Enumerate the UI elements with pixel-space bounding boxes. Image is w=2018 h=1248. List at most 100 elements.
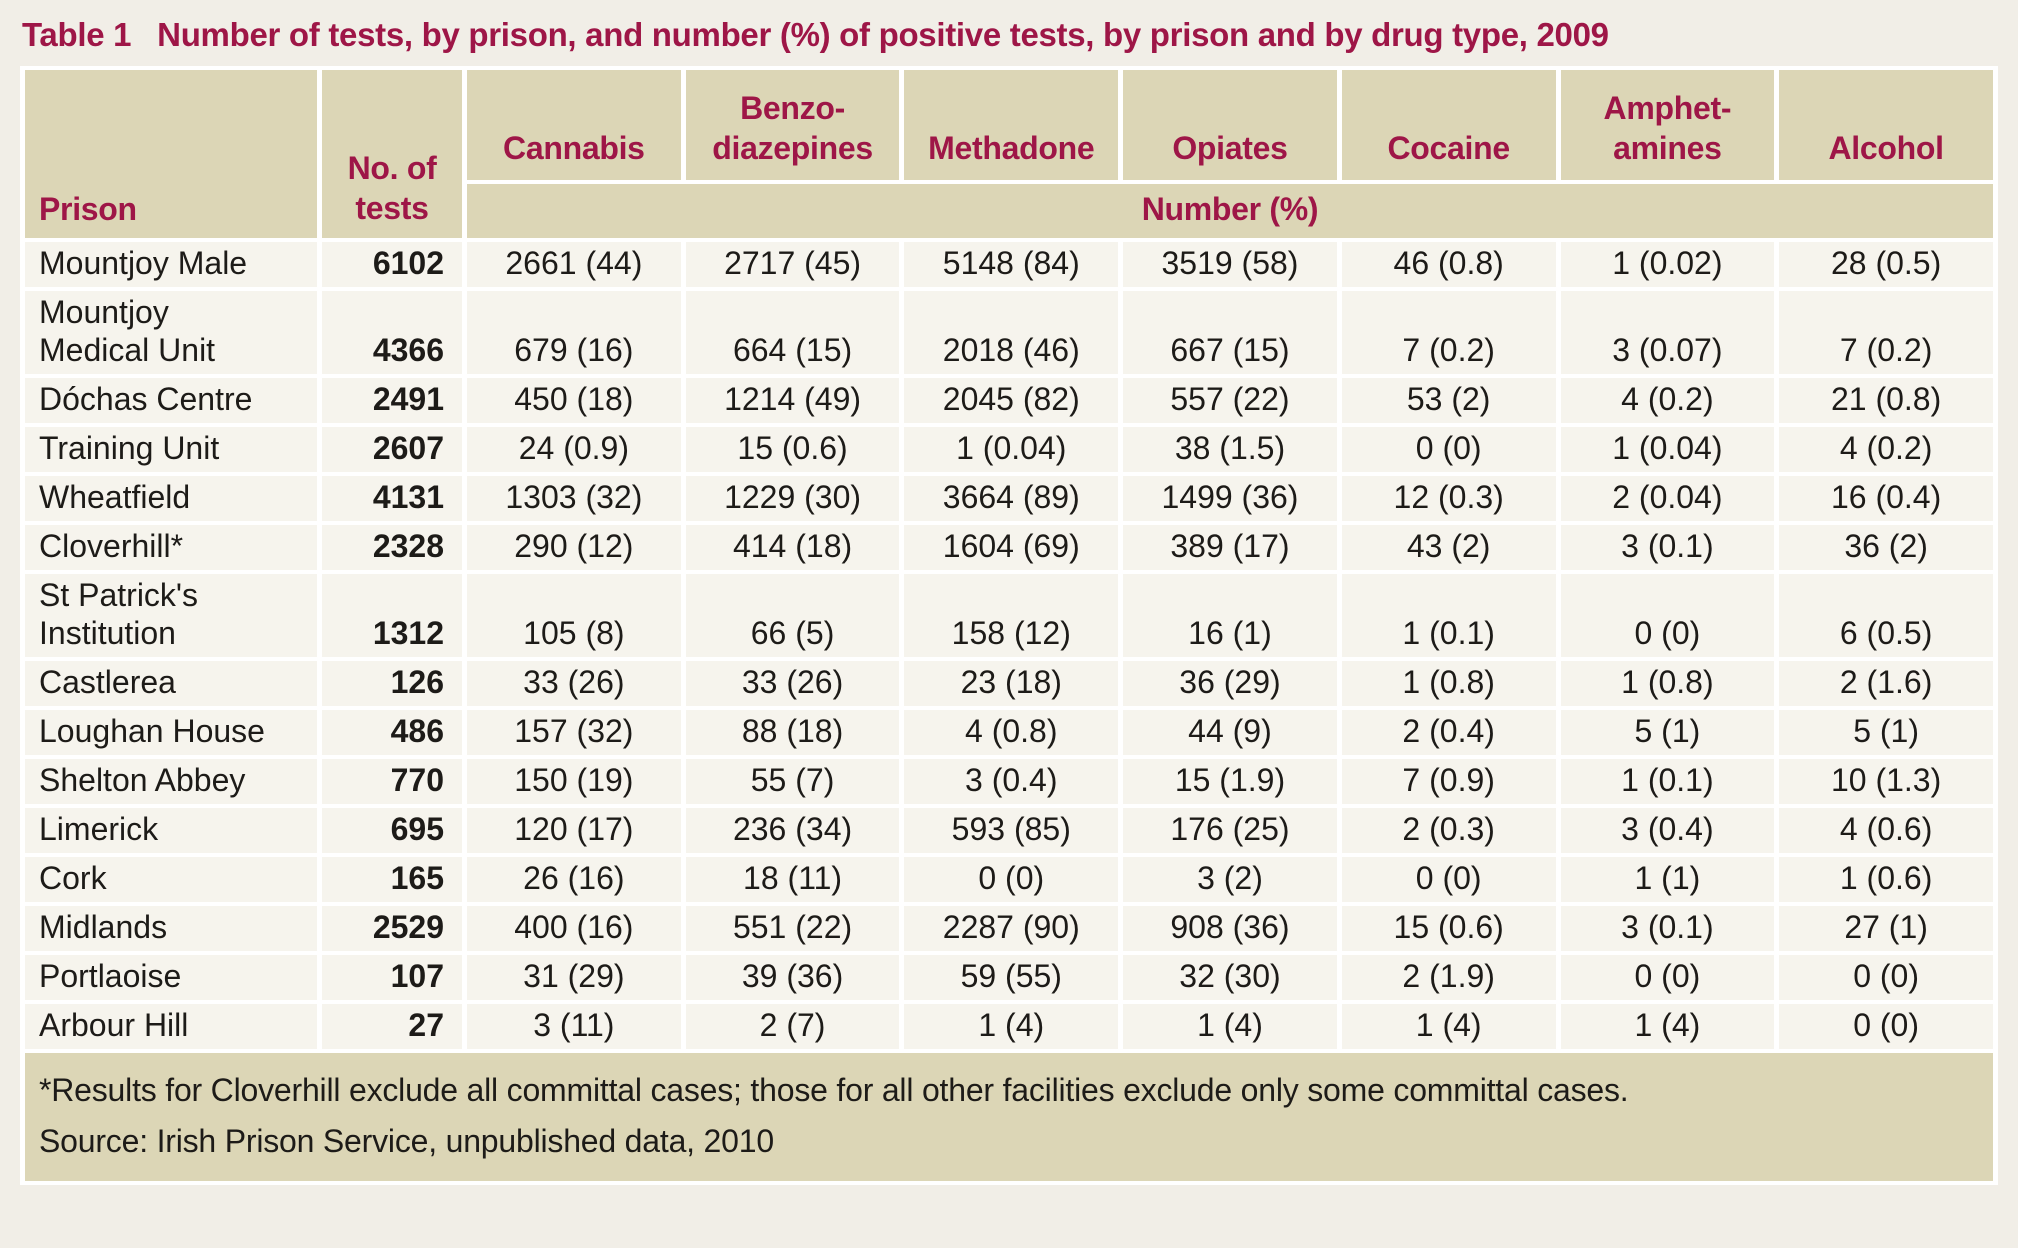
drug-value-cell: 53 (2): [1341, 378, 1556, 423]
drug-value-cell: 400 (16): [467, 906, 681, 951]
prison-name-cell: Wheatfield: [25, 476, 317, 521]
drug-value-cell: 21 (0.8): [1779, 378, 1993, 423]
table-body: Mountjoy Male 6102 2661 (44) 2717 (45) 5148 …: [25, 242, 1993, 1049]
column-header-methadone: Methadone: [904, 70, 1119, 180]
drug-value-cell: 3519 (58): [1123, 242, 1337, 287]
table-row: Wheatfield 4131 1303 (32) 1229 (30) 3664 (89…: [25, 476, 1993, 521]
drug-value-cell: 0 (0): [1560, 955, 1775, 1000]
drug-value-cell: 2287 (90): [904, 906, 1119, 951]
drug-value-cell: 10 (1.3): [1779, 759, 1993, 804]
tests-count-cell: 165: [322, 857, 462, 902]
drug-value-cell: 389 (17): [1123, 525, 1337, 570]
drug-value-cell: 32 (30): [1123, 955, 1337, 1000]
drug-value-cell: 2 (0.4): [1341, 710, 1556, 755]
drug-value-cell: 38 (1.5): [1123, 427, 1337, 472]
drug-value-cell: 1 (0.1): [1560, 759, 1775, 804]
tests-count-cell: 2529: [322, 906, 462, 951]
drug-value-cell: 3664 (89): [904, 476, 1119, 521]
prison-name-cell: Dóchas Centre: [25, 378, 317, 423]
tests-count-cell: 6102: [322, 242, 462, 287]
table-row: Castlerea 126 33 (26) 33 (26) 23 (18) 36 (29)…: [25, 661, 1993, 706]
drug-value-cell: 27 (1): [1779, 906, 1993, 951]
table-row: St Patrick's Institution 1312 105 (8) 66 (5…: [25, 574, 1993, 657]
drug-value-cell: 2018 (46): [904, 291, 1119, 374]
table-row: Cloverhill* 2328 290 (12) 414 (18) 1604 (69)…: [25, 525, 1993, 570]
drug-value-cell: 3 (0.07): [1560, 291, 1775, 374]
tests-count-cell: 4131: [322, 476, 462, 521]
drug-value-cell: 667 (15): [1123, 291, 1337, 374]
drug-value-cell: 7 (0.2): [1341, 291, 1556, 374]
column-header-amphetamines: Amphet- amines: [1560, 70, 1775, 180]
drug-value-cell: 36 (29): [1123, 661, 1337, 706]
drug-value-cell: 105 (8): [467, 574, 681, 657]
tests-count-cell: 107: [322, 955, 462, 1000]
drug-value-cell: 23 (18): [904, 661, 1119, 706]
drug-value-cell: 44 (9): [1123, 710, 1337, 755]
table-row: Loughan House 486 157 (32) 88 (18) 4 (0.8) 44…: [25, 710, 1993, 755]
drug-value-cell: 3 (0.1): [1560, 525, 1775, 570]
drug-value-cell: 4 (0.2): [1779, 427, 1993, 472]
prison-name-cell: Shelton Abbey: [25, 759, 317, 804]
drug-value-cell: 4 (0.6): [1779, 808, 1993, 853]
drug-value-cell: 1303 (32): [467, 476, 681, 521]
drug-value-cell: 24 (0.9): [467, 427, 681, 472]
column-header-alcohol: Alcohol: [1779, 70, 1993, 180]
drug-value-cell: 3 (0.4): [1560, 808, 1775, 853]
drug-value-cell: 2045 (82): [904, 378, 1119, 423]
drug-value-cell: 1 (0.04): [1560, 427, 1775, 472]
drug-value-cell: 0 (0): [1341, 857, 1556, 902]
source-text: Source: Irish Prison Service, unpublishe…: [39, 1123, 774, 1159]
column-header-cocaine: Cocaine: [1341, 70, 1556, 180]
drug-value-cell: 0 (0): [1779, 955, 1993, 1000]
drug-value-cell: 12 (0.3): [1341, 476, 1556, 521]
drug-value-cell: 28 (0.5): [1779, 242, 1993, 287]
table-title-text: Number of tests, by prison, and number (…: [157, 16, 1609, 53]
drug-value-cell: 679 (16): [467, 291, 681, 374]
drug-value-cell: 236 (34): [685, 808, 900, 853]
prison-drug-test-table: Prison No. of tests Cannabis Benzo- diaz…: [20, 66, 1998, 1185]
drug-value-cell: 414 (18): [685, 525, 900, 570]
drug-value-cell: 39 (36): [685, 955, 900, 1000]
drug-value-cell: 450 (18): [467, 378, 681, 423]
drug-value-cell: 2 (0.3): [1341, 808, 1556, 853]
tests-count-cell: 4366: [322, 291, 462, 374]
drug-value-cell: 1 (1): [1560, 857, 1775, 902]
column-header-number-pct: Number (%): [467, 184, 1993, 238]
drug-value-cell: 0 (0): [904, 857, 1119, 902]
drug-value-cell: 43 (2): [1341, 525, 1556, 570]
tests-count-cell: 486: [322, 710, 462, 755]
footnote-cell: *Results for Cloverhill exclude all comm…: [25, 1053, 1993, 1181]
drug-value-cell: 3 (2): [1123, 857, 1337, 902]
tests-count-cell: 770: [322, 759, 462, 804]
table-number-label: Table 1: [22, 16, 132, 53]
drug-value-cell: 36 (2): [1779, 525, 1993, 570]
drug-value-cell: 15 (1.9): [1123, 759, 1337, 804]
drug-value-cell: 2 (7): [685, 1004, 900, 1049]
footnote-text: *Results for Cloverhill exclude all comm…: [39, 1072, 1629, 1108]
table-row: Portlaoise 107 31 (29) 39 (36) 59 (55) 32 (30…: [25, 955, 1993, 1000]
header-row-number-pct: Number (%): [25, 184, 1993, 238]
drug-value-cell: 1 (0.8): [1341, 661, 1556, 706]
drug-value-cell: 88 (18): [685, 710, 900, 755]
drug-value-cell: 5 (1): [1560, 710, 1775, 755]
table-row: Midlands 2529 400 (16) 551 (22) 2287 (90) 908…: [25, 906, 1993, 951]
table-row: Dóchas Centre 2491 450 (18) 1214 (49) 2045 (…: [25, 378, 1993, 423]
prison-name-cell: Midlands: [25, 906, 317, 951]
table-row: Shelton Abbey 770 150 (19) 55 (7) 3 (0.4) 15 …: [25, 759, 1993, 804]
drug-value-cell: 15 (0.6): [685, 427, 900, 472]
drug-value-cell: 6 (0.5): [1779, 574, 1993, 657]
drug-value-cell: 26 (16): [467, 857, 681, 902]
drug-value-cell: 46 (0.8): [1341, 242, 1556, 287]
tests-count-cell: 695: [322, 808, 462, 853]
drug-value-cell: 1 (0.1): [1341, 574, 1556, 657]
prison-name-cell: Arbour Hill: [25, 1004, 317, 1049]
column-header-opiates: Opiates: [1123, 70, 1337, 180]
drug-value-cell: 1214 (49): [685, 378, 900, 423]
prison-name-cell: Cork: [25, 857, 317, 902]
drug-value-cell: 15 (0.6): [1341, 906, 1556, 951]
tests-count-cell: 2607: [322, 427, 462, 472]
drug-value-cell: 0 (0): [1341, 427, 1556, 472]
drug-value-cell: 1 (0.04): [904, 427, 1119, 472]
table-title: Table 1 Number of tests, by prison, and n…: [20, 12, 1998, 66]
